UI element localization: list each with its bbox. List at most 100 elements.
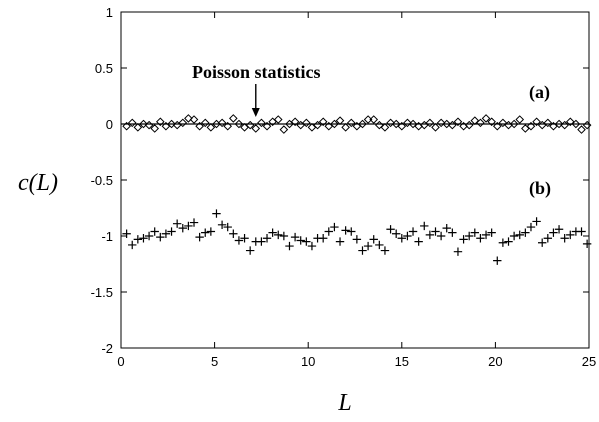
data-point-b (229, 229, 238, 238)
data-point-b (521, 228, 530, 237)
data-point-b (577, 227, 586, 236)
y-axis-title: c(L) (18, 170, 58, 196)
data-point-a (257, 118, 266, 128)
data-point-a (369, 115, 379, 124)
data-point-b (201, 228, 210, 237)
data-point-b (206, 227, 216, 236)
data-point-a (403, 118, 412, 128)
y-tick-label: -2 (101, 341, 113, 356)
data-point-b (363, 241, 373, 251)
data-point-a (318, 117, 328, 127)
data-point-a (330, 119, 339, 129)
plot-layer: 1 0.5 0 -0.5 -1 -1.5 -2 0 5 10 15 20 25 (a) (b) Poisson… (91, 5, 597, 369)
data-point-b (212, 209, 221, 218)
series-label-b: (b) (529, 178, 551, 199)
data-point-b (464, 231, 474, 241)
data-point-a (397, 121, 407, 131)
data-point-b (442, 223, 451, 233)
data-point-a (313, 120, 322, 130)
data-point-b (375, 240, 384, 250)
y-tick-label: -1.5 (91, 285, 113, 300)
y-tick-label: 0 (106, 117, 113, 132)
series-label-a: (a) (529, 82, 550, 103)
data-point-a (425, 118, 435, 128)
y-tick-label: 1 (106, 5, 113, 20)
data-point-b (504, 237, 513, 246)
data-point-a (195, 121, 204, 131)
data-point-a (156, 117, 165, 127)
data-point-b (358, 246, 367, 255)
data-point-b (532, 217, 541, 226)
data-point-a (178, 118, 188, 128)
data-point-b (509, 231, 519, 241)
data-point-b (549, 228, 558, 237)
data-point-b (240, 234, 249, 243)
data-point-b (234, 236, 244, 245)
data-point-a (487, 117, 496, 127)
data-point-a (565, 117, 575, 127)
data-point-a (543, 118, 553, 128)
data-point-a (464, 120, 474, 130)
data-point-b (403, 231, 412, 241)
data-point-b (487, 228, 496, 237)
x-tick-label: 5 (211, 354, 218, 369)
x-tick-label: 25 (582, 354, 596, 369)
data-point-b (257, 237, 266, 246)
data-point-a (245, 120, 255, 130)
data-point-b (195, 232, 204, 242)
data-point-b (515, 230, 524, 240)
data-point-a (262, 121, 272, 131)
y-tick-label: 0.5 (95, 61, 113, 76)
data-point-b (184, 221, 193, 231)
data-point-b (217, 220, 227, 229)
data-point-a (431, 123, 440, 132)
data-point-a (436, 118, 446, 128)
data-point-a (223, 121, 233, 131)
data-point-b (122, 229, 131, 238)
data-point-a (302, 118, 311, 128)
data-point-b (347, 227, 356, 236)
data-point-b (566, 230, 575, 240)
data-point-b (167, 227, 176, 236)
y-tick-label: -0.5 (91, 173, 113, 188)
data-point-b (408, 227, 418, 236)
data-point-b (582, 239, 592, 249)
data-point-b (369, 235, 378, 244)
data-point-b (161, 229, 171, 238)
data-point-b (453, 247, 463, 256)
data-point-b (274, 230, 283, 240)
data-point-a (509, 119, 519, 129)
data-point-a (476, 118, 485, 128)
data-point-a (363, 115, 373, 124)
data-point-a (279, 125, 289, 134)
data-point-a (532, 117, 541, 127)
data-point-b (459, 235, 468, 244)
data-point-b (139, 234, 148, 243)
data-point-b (144, 231, 154, 241)
data-point-b (178, 223, 187, 233)
data-point-b (133, 235, 143, 244)
data-point-b (391, 229, 401, 238)
data-point-b (425, 230, 435, 240)
data-point-a (358, 119, 367, 129)
data-point-b (554, 225, 564, 234)
data-point-b (380, 246, 390, 255)
data-point-b (526, 222, 536, 232)
data-point-a (150, 124, 160, 133)
data-point-b (302, 237, 311, 246)
data-point-b (414, 237, 423, 246)
x-tick-label: 10 (301, 354, 315, 369)
data-point-b (150, 227, 159, 236)
data-point-a (571, 119, 581, 129)
data-point-a (391, 119, 401, 129)
data-point-b (498, 238, 508, 247)
x-tick-label: 15 (395, 354, 409, 369)
data-point-b (285, 241, 294, 251)
data-point-b (324, 227, 333, 236)
data-point-a (560, 120, 569, 130)
x-axis-title: L (337, 390, 351, 416)
x-tick-label: 20 (488, 354, 502, 369)
data-point-a (273, 115, 283, 124)
data-point-a (442, 119, 452, 129)
data-point-a (408, 119, 418, 129)
